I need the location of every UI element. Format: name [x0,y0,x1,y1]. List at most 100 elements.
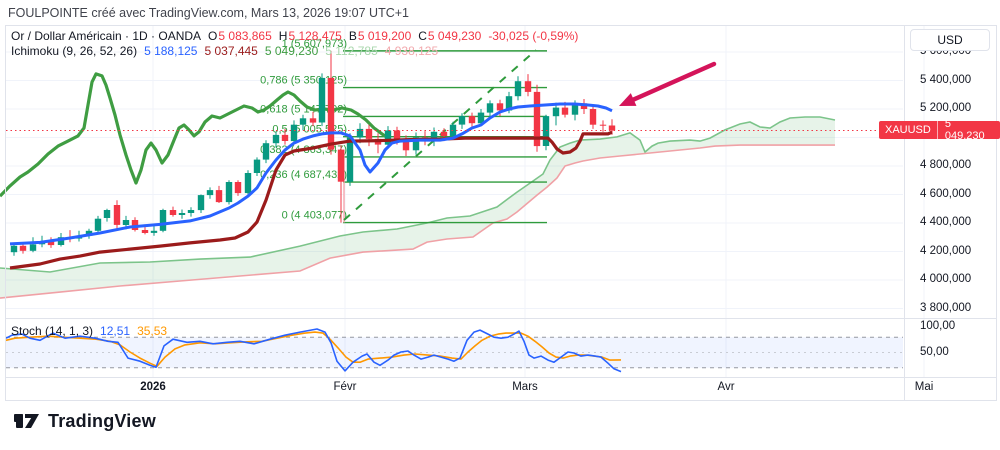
time-tick-label: Févr [333,381,357,393]
candle-body [272,134,280,144]
stoch-legend[interactable]: Stoch (14, 1, 3) 12,51 35,53 [11,324,167,338]
stoch-d-value: 35,53 [137,324,168,338]
time-tick-label: Mars [512,381,538,393]
ichimoku-legend[interactable]: Ichimoku (9, 26, 52, 26) 5 188,125 5 037… [11,44,438,58]
candle-body [505,96,513,111]
ichimoku-tenkan-value: 5 188,125 [144,44,198,58]
candle-body [309,118,317,123]
candle-body [440,131,448,137]
fib-level-label: 1 (5 607,973) [282,38,347,50]
candle-body [57,237,65,245]
ichimoku-senkou-b-value: 4 938,125 [384,44,439,58]
candle-body [215,190,223,203]
candle-body [458,116,466,125]
senkou-b-line [0,144,835,299]
candle-body [365,128,373,139]
fib-level-label: 0,618 (5 147,702) [260,103,347,115]
ichimoku-cloud [0,117,835,299]
candle-body [253,159,261,173]
chart-frame [5,25,997,401]
badge-symbol: XAUUSD [879,121,938,139]
trendline-dashed [343,49,537,221]
price-tick-label: 5 200,000 [920,102,972,114]
tenkan-sen-line [9,102,613,246]
tradingview-logo-text: TradingView [48,410,156,431]
candle-body [337,149,345,182]
time-tick-label: Mai [914,381,934,393]
candle-body [225,182,233,203]
candle-body [47,241,55,246]
price-tick-label: 4 400,000 [920,216,972,228]
candle-body [571,103,579,115]
candle-body [318,77,326,123]
candle-body [29,244,37,251]
candle-body [19,245,27,251]
time-tick-label: 2026 [140,381,166,393]
badge-price: 5 049,230 [944,121,985,139]
candle-body [262,143,270,160]
candle-body [524,81,532,92]
candle-body [103,210,111,218]
stoch-tick-label: 50,00 [920,345,949,358]
candle-body [206,190,214,196]
stoch-k-line [5,328,622,373]
fib-level-label: 0,236 (4 687,432) [260,169,347,181]
annotation-arrow-head [619,93,637,106]
stoch-k-value: 12,51 [100,324,131,338]
candle-body [290,124,298,142]
candle-body [299,118,307,125]
time-tick-label: Avr [717,381,735,393]
stoch-d-line [5,331,622,368]
senkou-a-line [0,116,836,273]
price-tick-label: 4 200,000 [920,244,972,257]
candle-body [244,173,252,194]
candle-body [561,107,569,115]
candle-body [10,245,18,253]
candle-body [131,220,139,230]
candle-body [197,195,205,211]
candle-body [94,218,102,231]
candle-body [234,182,242,194]
tradingview-logo-icon [14,414,39,428]
candle-body [346,137,354,182]
ichimoku-senkou-a-value: 5 112,785 [325,44,378,58]
candle-body [150,230,158,233]
candle-body [552,107,560,117]
candle-body [599,124,607,126]
candle-body [477,112,485,124]
last-price-badge: XAUUSD 5 049,230 [879,121,1000,139]
ichimoku-kijun-value: 5 037,445 [204,44,258,58]
candle-body [486,103,494,113]
candle-body [384,130,392,145]
stoch-band [6,337,903,368]
candle-body [430,131,438,141]
candle-body [85,230,93,236]
candle-body [178,213,186,215]
fib-level-label: 0 (4 403,077) [282,210,347,222]
candle-body [113,205,121,225]
price-tick-label: 5 400,000 [920,73,972,86]
currency-usd-button[interactable]: USD [910,29,990,51]
ichimoku-chikou-value: 5 049,230 [264,44,319,58]
candle-body [514,81,522,97]
candle-body [589,109,597,125]
candle-body [496,103,504,111]
chikou-span-line [0,72,389,198]
price-tick-label: 4 600,000 [920,187,972,200]
tradingview-logo[interactable]: TradingView [14,409,156,433]
candle-body [356,128,364,138]
candle-body [169,210,177,215]
candle-body [402,138,410,151]
price-tick-label: 3 800,000 [920,301,972,314]
candle-body [141,230,149,233]
stoch-tick-label: 100,00 [920,320,956,332]
symbol-title: Or / Dollar Américain · 1D · OANDA [11,29,202,43]
candle-body [327,77,335,150]
candle-body [393,130,401,139]
